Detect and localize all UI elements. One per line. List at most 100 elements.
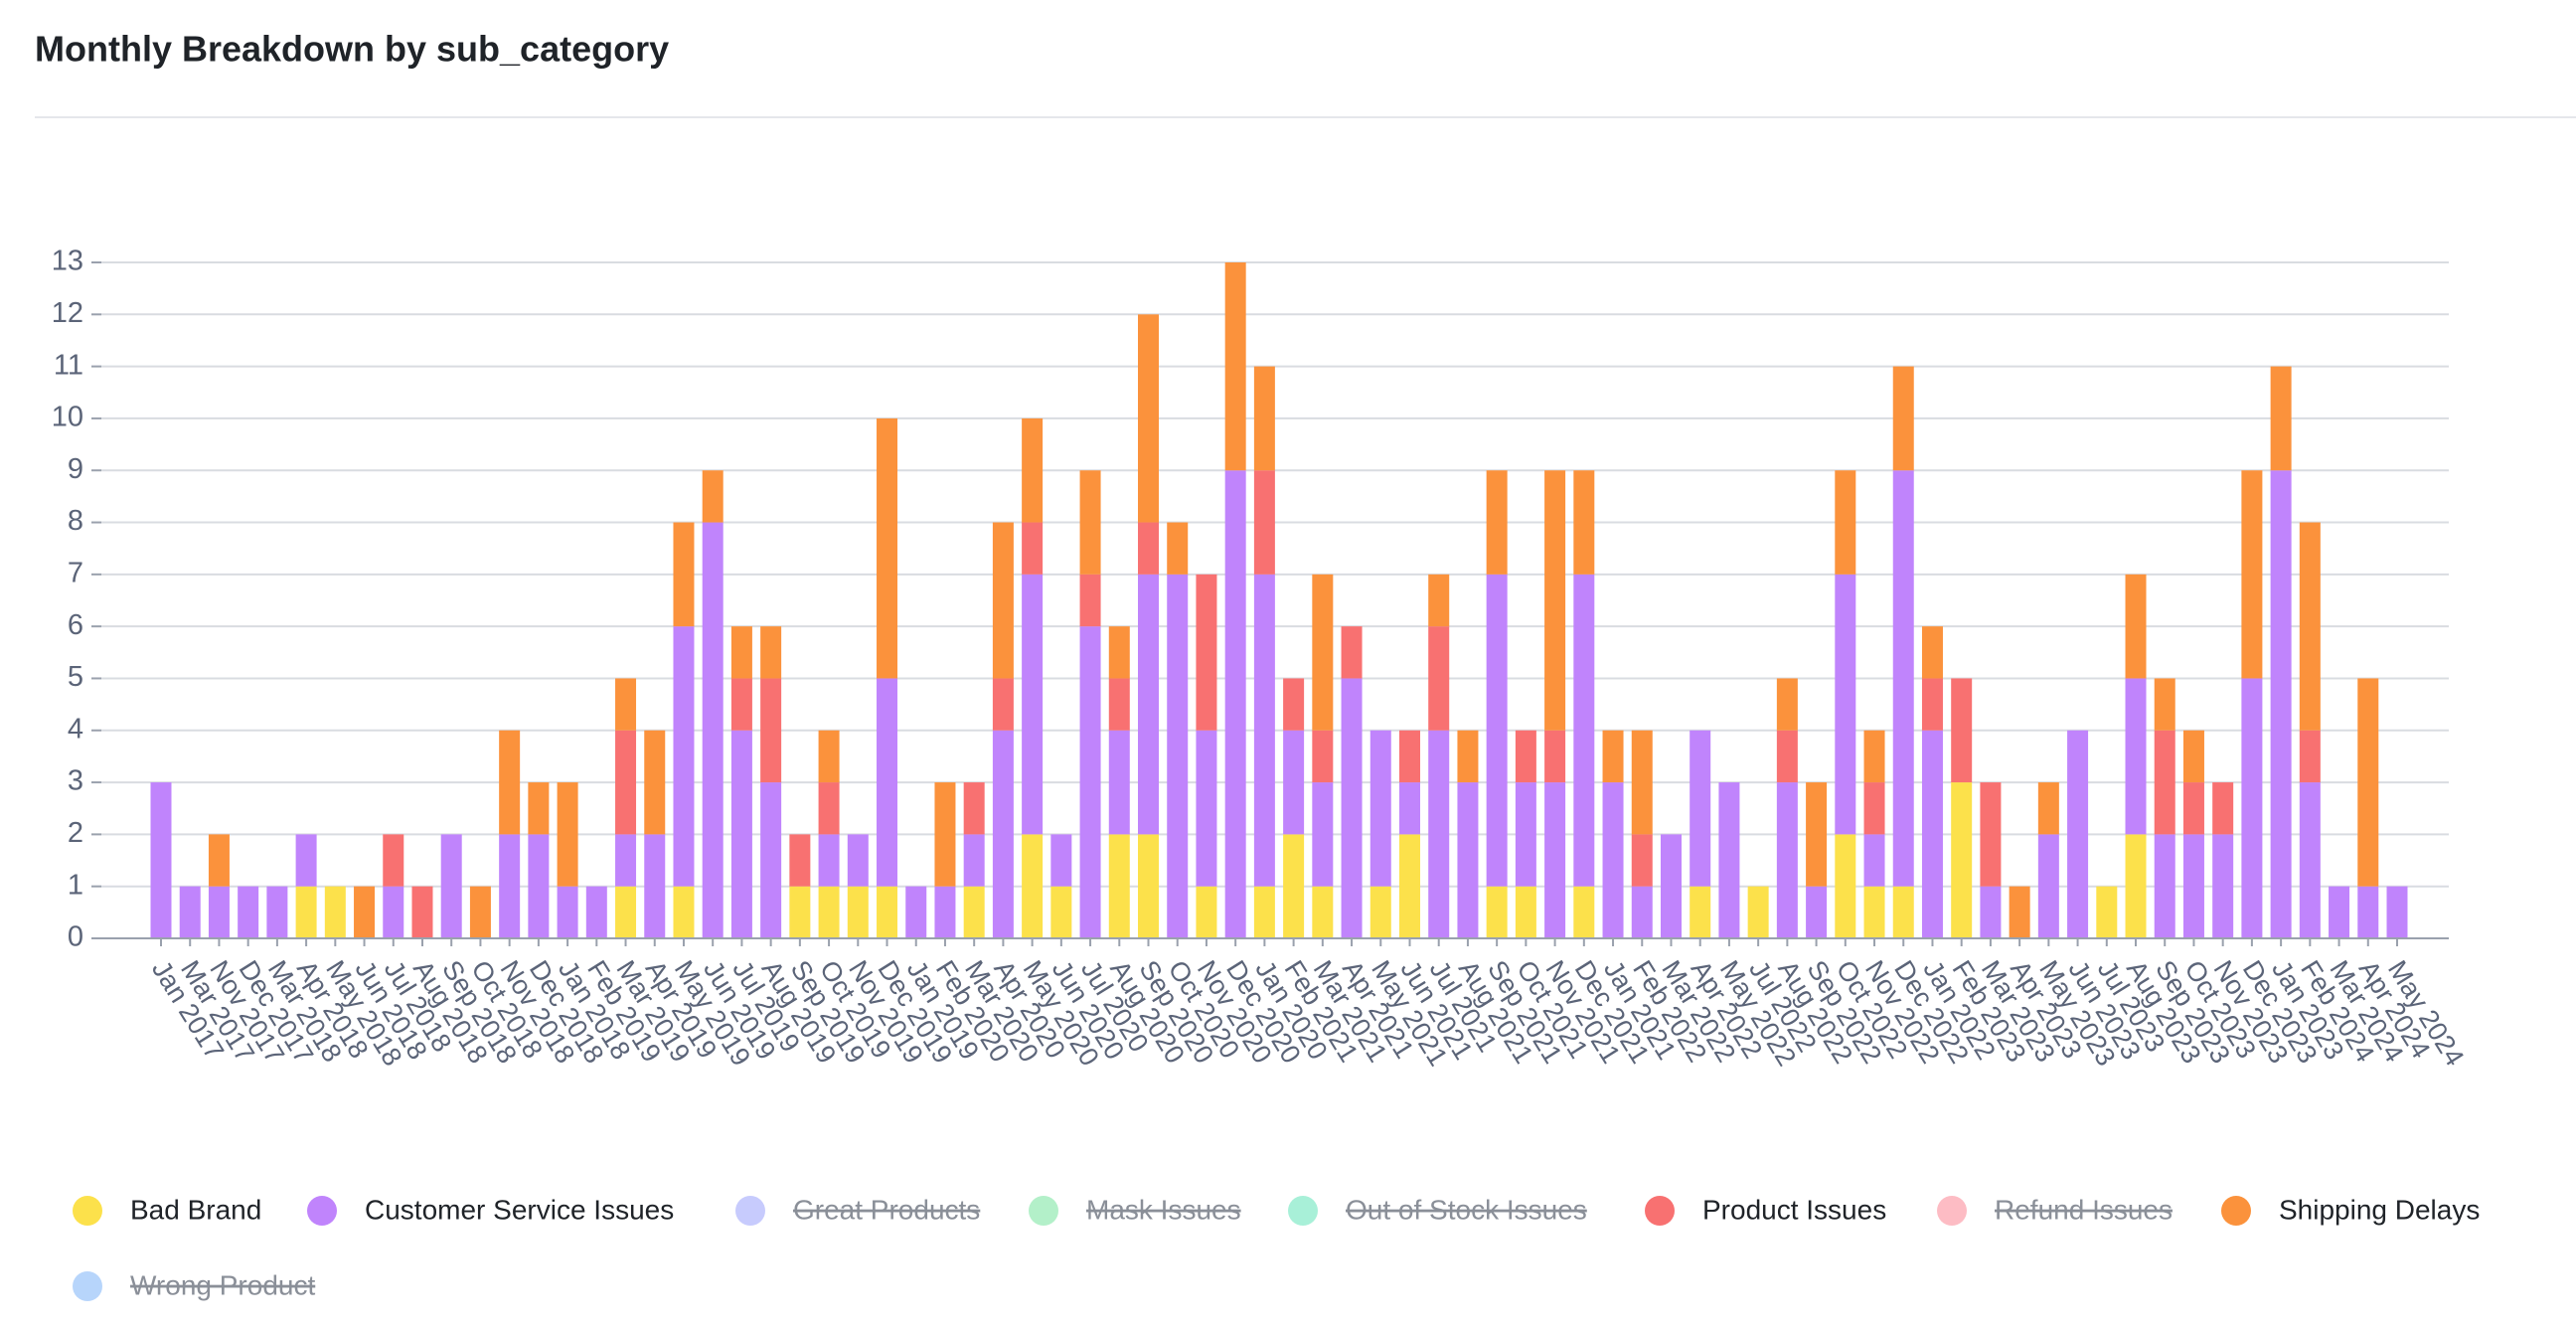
bar-segment — [1835, 574, 1856, 835]
y-tick-label: 1 — [68, 869, 83, 901]
bar-segment — [2212, 782, 2234, 835]
bar-segment — [992, 522, 1014, 679]
bar-segment — [208, 834, 230, 887]
y-tick-label: 10 — [52, 402, 83, 433]
bar-segment — [1631, 834, 1653, 887]
bar-segment — [1138, 574, 1160, 835]
legend-item[interactable]: Product Issues — [1645, 1194, 1886, 1226]
bar-segment — [905, 886, 927, 938]
legend-label: Product Issues — [1702, 1194, 1886, 1225]
bar-segment — [1660, 834, 1682, 938]
bar-segment — [1951, 782, 1973, 938]
bar-segment — [1428, 626, 1450, 731]
bar-segment — [1457, 782, 1479, 938]
legend-label: Customer Service Issues — [365, 1194, 674, 1225]
bar-segment — [1224, 262, 1246, 471]
bar-segment — [1806, 782, 1828, 887]
y-tick-label: 13 — [52, 246, 83, 277]
bar-segment — [1398, 730, 1420, 783]
bar-segment — [1863, 782, 1885, 835]
legend-item[interactable]: Customer Service Issues — [307, 1194, 674, 1226]
bar-segment — [1283, 678, 1305, 731]
bar-segment — [1312, 730, 1334, 783]
bar-segment — [1022, 834, 1044, 938]
bar-segment — [1398, 782, 1420, 835]
bar-segment — [877, 417, 898, 679]
legend-item[interactable]: Refund Issues — [1937, 1194, 2173, 1226]
legend-item[interactable]: Shipping Delays — [2221, 1194, 2480, 1226]
legend-label: Wrong Product — [130, 1269, 315, 1300]
bar-segment — [1921, 730, 1943, 938]
bar-segment — [1573, 886, 1595, 938]
bar-segment — [469, 886, 491, 938]
bar-segment — [1515, 730, 1536, 783]
bar-segment — [877, 886, 898, 938]
bar-segment — [411, 886, 433, 938]
bar-segment — [266, 886, 288, 938]
legend-swatch — [1645, 1196, 1675, 1226]
bar-segment — [1690, 730, 1711, 887]
bar-segment — [1776, 730, 1798, 783]
bar-segment — [1253, 574, 1275, 887]
bar-segment — [295, 886, 317, 938]
bar-segment — [934, 886, 956, 938]
bar-segment — [702, 522, 724, 938]
bar-segment — [2182, 782, 2204, 835]
bar-segment — [1863, 730, 1885, 783]
bar-segment — [1631, 886, 1653, 938]
bar-segment — [1369, 730, 1391, 887]
bar-segment — [1921, 626, 1943, 679]
bar-segment — [1108, 626, 1130, 679]
bar-segment — [1515, 886, 1536, 938]
bar-segment — [2299, 522, 2321, 731]
bar-segment — [1863, 886, 1885, 938]
bar-segment — [730, 626, 752, 679]
bar-segment — [992, 678, 1014, 731]
bar-segment — [760, 782, 782, 938]
bar-segment — [2212, 834, 2234, 938]
legend-label: Refund Issues — [1995, 1194, 2173, 1225]
bar-segment — [2241, 470, 2263, 679]
bar-segment — [2125, 574, 2147, 679]
legend-item[interactable]: Mask Issues — [1029, 1194, 1241, 1226]
legend-item[interactable]: Bad Brand — [73, 1194, 261, 1226]
bar-segment — [1398, 834, 1420, 938]
legend-swatch — [1937, 1196, 1967, 1226]
legend-swatch — [307, 1196, 337, 1226]
bar-segment — [1806, 886, 1828, 938]
bar-segment — [2270, 470, 2292, 938]
bar-segment — [1196, 730, 1217, 887]
bar-segment — [1312, 782, 1334, 887]
y-tick-label: 9 — [68, 453, 83, 485]
bar-segment — [1108, 730, 1130, 835]
bar-segment — [1631, 730, 1653, 835]
y-tick-label: 4 — [68, 713, 83, 745]
bar-segment — [1022, 522, 1044, 575]
y-tick-label: 8 — [68, 505, 83, 537]
bar-segment — [383, 834, 404, 887]
bar-segment — [295, 834, 317, 887]
bar-segment — [1835, 470, 1856, 575]
bar-segment — [615, 834, 637, 887]
bar-segment — [1892, 366, 1914, 471]
legend-item[interactable]: Great Products — [735, 1194, 980, 1226]
bar-segment — [1022, 574, 1044, 835]
bar-segment — [1312, 574, 1334, 731]
bar-segment — [615, 886, 637, 938]
legend-label: Great Products — [793, 1194, 980, 1225]
bar-segment — [1690, 886, 1711, 938]
legend-item[interactable]: Wrong Product — [73, 1269, 315, 1301]
bar-segment — [877, 678, 898, 887]
bar-segment — [1776, 678, 1798, 731]
bar-segment — [1602, 782, 1624, 938]
bar-segment — [324, 886, 346, 938]
bar-segment — [1079, 626, 1101, 938]
bar-segment — [673, 522, 695, 627]
bar-segment — [1863, 834, 1885, 887]
bar-segment — [1835, 834, 1856, 938]
legend-item[interactable]: Out of Stock Issues — [1288, 1194, 1587, 1226]
bar-segment — [354, 886, 376, 938]
bar-segment — [1892, 470, 1914, 887]
bar-segment — [1951, 678, 1973, 783]
